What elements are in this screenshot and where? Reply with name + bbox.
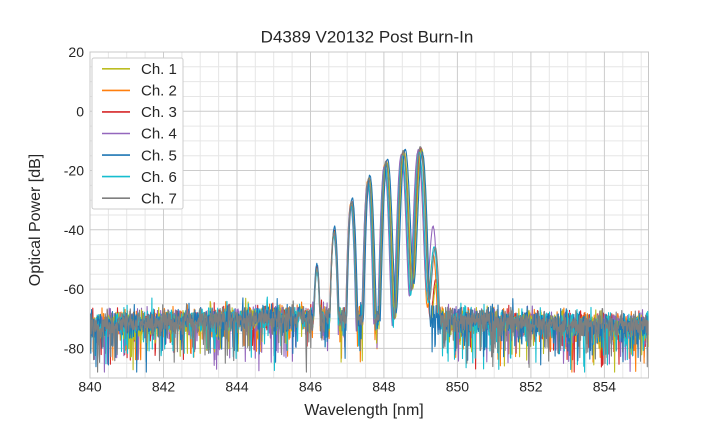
svg-text:-80: -80	[64, 340, 84, 356]
svg-text:Ch. 4: Ch. 4	[141, 126, 177, 143]
svg-text:Wavelength [nm]: Wavelength [nm]	[304, 402, 423, 419]
svg-text:Ch. 5: Ch. 5	[141, 147, 177, 164]
svg-text:Ch. 6: Ch. 6	[141, 169, 177, 186]
svg-text:844: 844	[225, 379, 249, 395]
svg-text:Ch. 7: Ch. 7	[141, 190, 177, 207]
svg-text:850: 850	[446, 379, 470, 395]
svg-text:Ch. 1: Ch. 1	[141, 61, 177, 78]
svg-text:852: 852	[519, 379, 543, 395]
svg-text:840: 840	[78, 379, 102, 395]
svg-text:846: 846	[299, 379, 323, 395]
svg-text:854: 854	[593, 379, 617, 395]
svg-text:Optical Power [dB]: Optical Power [dB]	[27, 154, 44, 287]
svg-text:-60: -60	[64, 281, 84, 297]
svg-text:Ch. 2: Ch. 2	[141, 83, 177, 100]
svg-text:0: 0	[76, 103, 84, 119]
svg-text:-40: -40	[64, 222, 84, 238]
svg-text:-20: -20	[64, 163, 84, 179]
svg-text:20: 20	[68, 44, 84, 60]
svg-text:842: 842	[152, 379, 176, 395]
svg-text:Ch. 3: Ch. 3	[141, 104, 177, 121]
svg-text:D4389 V20132 Post Burn-In: D4389 V20132 Post Burn-In	[261, 28, 474, 47]
svg-text:848: 848	[372, 379, 396, 395]
